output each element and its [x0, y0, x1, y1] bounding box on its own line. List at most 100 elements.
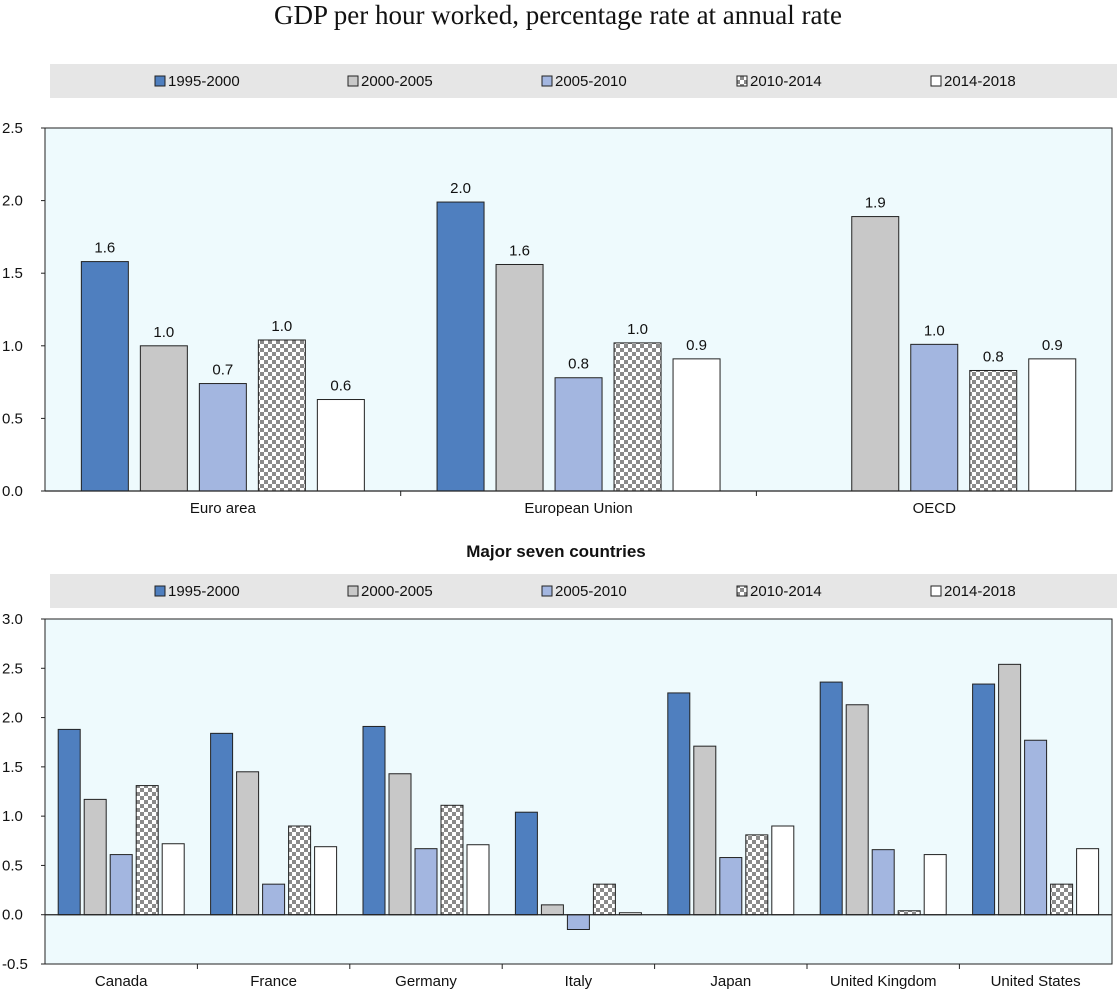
bar-2014-2018-france — [314, 846, 338, 916]
bar-2000-2005-germany — [388, 773, 412, 916]
y-tick-label: -0.5 — [2, 956, 28, 973]
bar-1995-2000-japan — [667, 692, 691, 916]
bar-2005-2010-france — [262, 883, 286, 916]
legend-label-2014-2018: 2014-2018 — [944, 583, 1016, 600]
data-label: 1.0 — [627, 321, 648, 338]
y-tick-label: 2.0 — [2, 710, 23, 727]
y-axis: -0.5 0.0 0.5 1.0 1.5 2.0 2.5 3.0 — [2, 611, 45, 973]
data-label: 0.9 — [1042, 337, 1063, 354]
legend-label-2000-2005: 2000-2005 — [361, 583, 433, 600]
chart-title: GDP per hour worked, percentage rate at … — [274, 0, 842, 30]
bar-2010-2014-european-union — [613, 342, 662, 492]
legend-label-2005-2010: 2005-2010 — [555, 73, 627, 90]
y-tick-label: 0.5 — [2, 857, 23, 874]
bar-2010-2014-united-states — [1050, 883, 1074, 916]
x-category-label: European Union — [524, 500, 632, 517]
x-axis: Euro area European Union OECD — [45, 490, 1112, 517]
data-label: 0.9 — [686, 337, 707, 354]
bar-2014-2018-germany — [466, 844, 490, 916]
legend-swatch-2010-2014 — [736, 585, 748, 597]
data-label: 0.7 — [212, 362, 233, 379]
x-category-label: United States — [991, 973, 1081, 990]
data-label: 1.9 — [865, 195, 886, 212]
plot-area — [44, 618, 1113, 965]
panel-aggregates: 1995-2000 2000-2005 2005-2010 2010-2014 2014… — [2, 64, 1117, 517]
bar-1995-2000-france — [210, 732, 234, 916]
legend-swatch-1995-2000 — [154, 585, 166, 597]
bar-2014-2018-united-kingdom — [923, 854, 947, 916]
bar-2005-2010-oecd — [910, 343, 959, 492]
legend-swatch-2005-2010 — [541, 585, 553, 597]
bar-2005-2010-euro-area — [198, 383, 247, 492]
y-tick-label: 1.0 — [2, 338, 23, 355]
x-category-label: OECD — [913, 500, 957, 517]
data-label: 1.0 — [924, 322, 945, 339]
bar-2000-2005-canada — [83, 798, 107, 916]
x-category-label: Euro area — [190, 500, 257, 517]
data-label: 0.8 — [983, 348, 1004, 365]
bar-2005-2010-canada — [109, 854, 133, 916]
bar-2010-2014-euro-area — [257, 339, 306, 492]
y-tick-label: 0.5 — [2, 410, 23, 427]
bar-2000-2005-italy — [540, 904, 564, 916]
bar-2005-2010-japan — [719, 857, 743, 916]
y-tick-label: 3.0 — [2, 611, 23, 628]
legend-swatch-2000-2005 — [347, 75, 359, 87]
panel-subtitle: Major seven countries — [466, 542, 646, 561]
bar-1995-2000-euro-area — [80, 261, 129, 492]
legend-swatch-2010-2014 — [736, 75, 748, 87]
legend-label-1995-2000: 1995-2000 — [168, 583, 240, 600]
legend-swatch-2014-2018 — [930, 75, 942, 87]
bar-2014-2018-united-states — [1076, 848, 1100, 916]
bar-2000-2005-france — [236, 771, 260, 916]
data-label: 0.8 — [568, 356, 589, 373]
x-category-label: Italy — [565, 973, 593, 990]
legend-label-2000-2005: 2000-2005 — [361, 73, 433, 90]
legend-swatch-2014-2018 — [930, 585, 942, 597]
bar-2014-2018-oecd — [1028, 358, 1077, 492]
y-tick-label: 0.0 — [2, 483, 23, 500]
bar-2000-2005-oecd — [851, 216, 900, 492]
y-tick-label: 2.0 — [2, 193, 23, 210]
bar-2000-2005-united-states — [998, 663, 1022, 916]
y-tick-label: 1.0 — [2, 808, 23, 825]
bar-1995-2000-united-states — [972, 683, 996, 916]
bar-1995-2000-germany — [362, 725, 386, 916]
bar-2014-2018-japan — [771, 825, 795, 916]
y-tick-label: 1.5 — [2, 759, 23, 776]
bar-2010-2014-germany — [440, 804, 464, 916]
bars: 1.6 1.0 0.7 1.0 0.6 2.0 1.6 0.8 1.0 0.9 1.9 1.0 0.8 0… — [80, 180, 1077, 492]
legend-swatch-2000-2005 — [347, 585, 359, 597]
legend-label-1995-2000: 1995-2000 — [168, 73, 240, 90]
y-tick-label: 0.0 — [2, 907, 23, 924]
bar-2010-2014-italy — [592, 883, 616, 916]
x-category-label: Germany — [395, 973, 457, 990]
data-label: 1.6 — [509, 242, 530, 259]
panel-major-seven: 1995-2000 2000-2005 2005-2010 2010-2014 2014… — [2, 574, 1117, 990]
x-category-label: Japan — [710, 973, 751, 990]
bar-2000-2005-european-union — [495, 263, 544, 492]
legend-swatch-1995-2000 — [154, 75, 166, 87]
bar-2010-2014-oecd — [969, 369, 1018, 492]
bar-2005-2010-european-union — [554, 377, 603, 492]
legend-label-2010-2014: 2010-2014 — [750, 583, 822, 600]
bar-2005-2010-united-states — [1024, 739, 1048, 916]
bar-1995-2000-italy — [514, 811, 538, 916]
bar-2005-2010-italy — [566, 914, 590, 931]
bar-2000-2005-japan — [693, 745, 717, 916]
y-tick-label: 2.5 — [2, 120, 23, 137]
data-label: 1.0 — [271, 318, 292, 335]
x-category-label: France — [250, 973, 297, 990]
bar-2010-2014-japan — [745, 834, 769, 916]
x-category-label: Canada — [95, 973, 148, 990]
bar-2005-2010-germany — [414, 848, 438, 916]
data-label: 1.0 — [153, 324, 174, 341]
x-category-label: United Kingdom — [830, 973, 937, 990]
y-axis: 0.0 0.5 1.0 1.5 2.0 2.5 — [2, 120, 45, 500]
y-tick-label: 1.5 — [2, 265, 23, 282]
legend-label-2014-2018: 2014-2018 — [944, 73, 1016, 90]
bar-1995-2000-united-kingdom — [819, 681, 843, 916]
bar-2014-2018-canada — [161, 843, 185, 916]
bar-2014-2018-european-union — [672, 358, 721, 492]
